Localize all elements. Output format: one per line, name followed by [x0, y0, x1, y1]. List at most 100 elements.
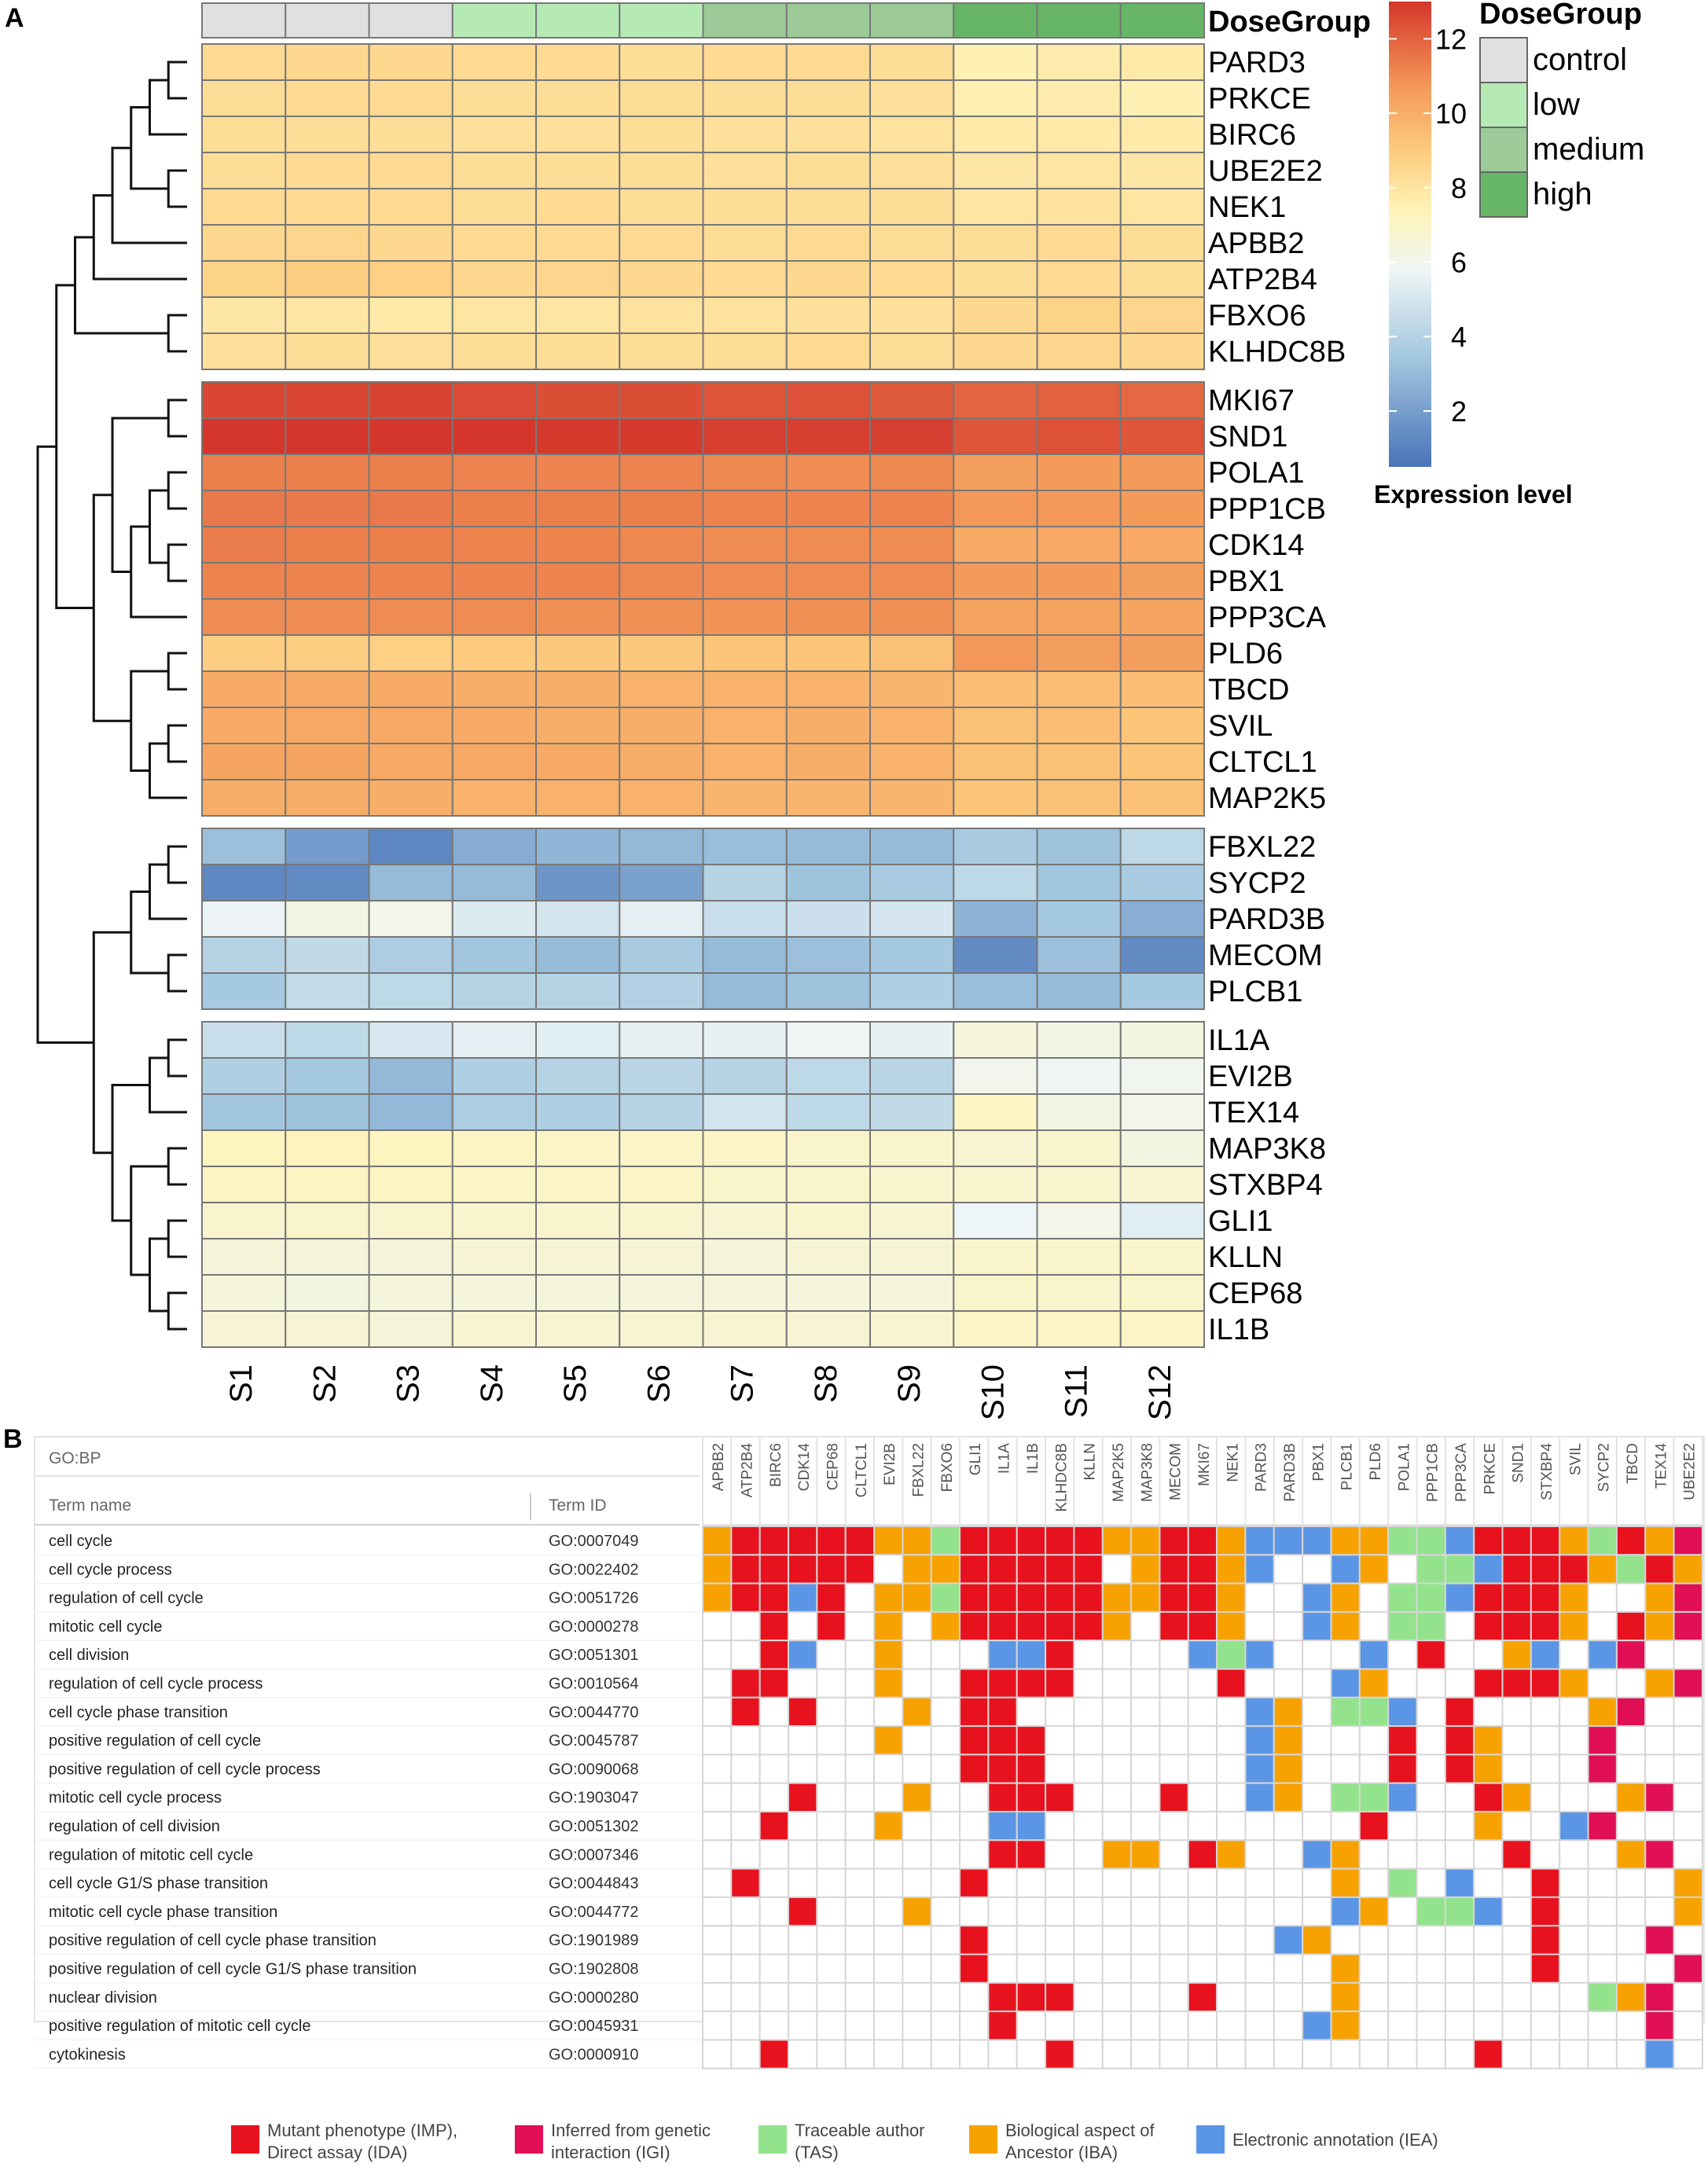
go-matrix-cell	[702, 1867, 733, 1898]
go-matrix-cell	[959, 1640, 990, 1670]
go-matrix-cell	[702, 1668, 733, 1698]
heatmap-cell	[201, 1093, 287, 1131]
heatmap-cell	[368, 1057, 454, 1095]
go-matrix-cell	[1273, 2039, 1304, 2069]
heatmap-cell	[953, 296, 1038, 334]
go-term-name: regulation of mitotic cell cycle	[49, 1846, 253, 1864]
sample-label: S11	[1060, 1364, 1094, 1418]
heatmap-cell	[869, 779, 955, 817]
go-matrix-cell	[959, 1526, 990, 1556]
heatmap-cells	[201, 43, 1205, 1348]
go-matrix-cell	[1244, 1725, 1275, 1756]
go-term-id: GO:1901989	[549, 1932, 639, 1949]
heatmap-cell	[1036, 381, 1122, 419]
heatmap-cell	[535, 224, 621, 262]
go-matrix-cell	[758, 1610, 790, 1642]
heatmap-cell	[1036, 670, 1122, 708]
go-matrix-cell	[1559, 1754, 1589, 1784]
go-term-id: GO:0045931	[549, 2018, 639, 2035]
go-matrix-cell	[730, 1896, 761, 1927]
go-matrix-cell	[987, 1839, 1018, 1870]
go-matrix-cell	[930, 1754, 961, 1784]
go-matrix-cell	[987, 2011, 1018, 2041]
heatmap-cell	[1036, 743, 1122, 780]
go-gene-header: IL1B	[1025, 1443, 1041, 1474]
heatmap-cell	[451, 598, 537, 636]
heatmap-cell	[451, 43, 537, 81]
go-matrix-cell	[1187, 2039, 1218, 2069]
go-matrix-cell	[1159, 1582, 1189, 1613]
go-matrix-cell	[1330, 1610, 1361, 1642]
go-matrix-cell	[1016, 1610, 1047, 1642]
heatmap-cell	[201, 224, 287, 262]
go-matrix-cell	[1130, 1640, 1161, 1670]
go-matrix-cell	[730, 1640, 761, 1670]
go-matrix-cell	[1244, 1953, 1275, 1984]
heatmap-cell	[785, 1274, 871, 1312]
go-matrix-cell	[1444, 1867, 1475, 1898]
go-matrix-cell	[987, 1725, 1018, 1756]
go-matrix-cell	[1673, 1640, 1703, 1670]
heatmap-cell	[535, 381, 621, 419]
heatmap-cell	[785, 743, 871, 780]
go-matrix-cell	[1501, 1782, 1532, 1813]
go-gene-header: IL1A	[997, 1443, 1013, 1474]
go-term-name: cell cycle phase transition	[49, 1704, 228, 1721]
heatmap-cell	[535, 900, 621, 938]
heatmap-cell	[702, 490, 788, 527]
heatmap-cell	[869, 1238, 955, 1276]
gene-label: KLHDC8B	[1208, 336, 1346, 369]
heatmap-cell	[451, 1166, 537, 1203]
go-matrix-cell	[1187, 1839, 1218, 1870]
heatmap-cell	[869, 224, 955, 262]
go-matrix-cell	[1387, 1896, 1418, 1927]
go-matrix-cell	[902, 1640, 932, 1670]
heatmap-cell	[451, 743, 537, 780]
heatmap-cell	[368, 1238, 454, 1276]
gene-label: BIRC6	[1208, 119, 1296, 152]
heatmap-cell	[535, 116, 621, 153]
heatmap-cell	[619, 296, 704, 334]
heatmap-cell	[785, 1166, 871, 1203]
heatmap-cell	[535, 743, 621, 780]
heatmap-cell	[535, 1166, 621, 1203]
go-gene-header-cell	[902, 1436, 932, 1526]
sample-label: S12	[1143, 1364, 1177, 1420]
dose-legend-label: medium	[1533, 132, 1644, 167]
go-matrix-cell	[1644, 1668, 1675, 1698]
heatmap-cell	[953, 526, 1038, 564]
go-matrix-cell	[758, 1640, 790, 1670]
heatmap-cell	[535, 864, 621, 902]
go-matrix-cell	[1473, 2011, 1504, 2041]
go-matrix-cell	[987, 1526, 1018, 1556]
heatmap-cell	[953, 490, 1038, 527]
go-matrix-cell	[1330, 1839, 1361, 1870]
go-matrix-cell	[816, 1725, 847, 1756]
evidence-legend-label: Inferred from genetic	[551, 2121, 711, 2140]
dendrogram-branch	[36, 445, 94, 1044]
go-matrix-cell	[1273, 1696, 1304, 1728]
go-matrix-cell	[902, 1696, 932, 1728]
go-matrix-cell	[1444, 1696, 1475, 1728]
heatmap-cell	[785, 1021, 871, 1059]
heatmap-cell	[368, 779, 454, 817]
go-gene-headers: APBB2 ATP2B4 BIRC6 CDK14 CEP68 CLTCL1 EVI2B FBX…	[702, 1436, 1703, 1526]
go-term-id: GO:0007346	[549, 1846, 639, 1864]
go-matrix-cell	[1016, 1896, 1047, 1927]
heatmap-cell	[619, 188, 704, 226]
heatmap-cell	[785, 972, 871, 1010]
heatmap-cell	[535, 936, 621, 974]
go-matrix-cell	[1130, 1839, 1161, 1870]
go-gene-header: CEP68	[825, 1443, 842, 1490]
heatmap-cell	[953, 1129, 1038, 1167]
evidence-legend-swatch	[515, 2125, 543, 2154]
go-matrix-cell	[1159, 1867, 1189, 1898]
heatmap-cell	[953, 828, 1038, 865]
heatmap-cell	[702, 779, 788, 817]
go-matrix-cell	[816, 1811, 847, 1842]
go-gene-header: SYCP2	[1596, 1443, 1613, 1492]
go-matrix-cell	[1130, 1953, 1161, 1984]
heatmap-cell	[535, 1202, 621, 1239]
go-matrix-cell	[1302, 1896, 1332, 1927]
heatmap-cell	[1036, 598, 1122, 636]
